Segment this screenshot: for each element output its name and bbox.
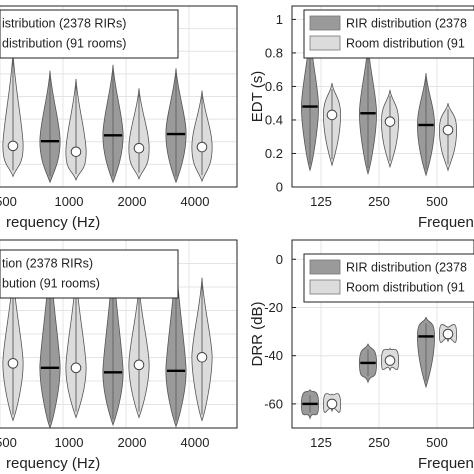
y-axis-label: EDT (s) [249, 71, 266, 122]
legend-swatch-room [309, 35, 341, 51]
x-axis-label: requency (Hz) [6, 455, 100, 472]
legend: tion (2378 RIRs) bution (91 rooms) [0, 249, 179, 299]
median-marker [7, 358, 19, 369]
plot-frame [0, 5, 238, 188]
panel-top-right: 0 0.2 0.4 0.6 0.8 1 125 250 500 Frequen EDT (s) RIR… [249, 5, 474, 231]
y-tick-label: -20 [264, 300, 283, 315]
median-marker [7, 140, 19, 152]
x-tick-label: 500 [426, 435, 448, 450]
y-tick-label: 0.8 [265, 45, 283, 60]
x-axis-label: Frequen [418, 214, 474, 231]
y-axis-label: DRR (dB) [249, 301, 266, 366]
median-marker [442, 124, 454, 136]
x-tick-label: 500 [0, 435, 17, 450]
median-marker [384, 116, 396, 127]
x-tick-label: 125 [310, 194, 332, 209]
legend-swatch-room [309, 279, 341, 295]
y-tick-label: 0.2 [265, 146, 283, 161]
plot-frame [291, 239, 474, 429]
x-tick-label: 2000 [118, 435, 147, 450]
median-marker [70, 362, 82, 374]
y-tick-label: -60 [264, 396, 283, 411]
x-tick-label: 1000 [55, 194, 84, 209]
plot-frame [291, 5, 474, 188]
legend-label: Room distribution (91 [346, 37, 465, 51]
plot-frame [0, 239, 238, 429]
legend: RIR distribution (2378 Room distribution … [303, 253, 474, 303]
legend-box [0, 9, 179, 59]
legend-label: bution (91 rooms) [2, 277, 100, 291]
median-marker [196, 141, 208, 153]
median-marker [133, 359, 145, 371]
x-tick-label: 250 [368, 435, 390, 450]
x-tick-label: 4000 [181, 194, 210, 209]
legend: RIR distribution (2378 Room distribution … [303, 9, 474, 59]
legend-box [0, 249, 179, 299]
median-marker [326, 398, 338, 410]
x-tick-label: 500 [426, 194, 448, 209]
median-marker [326, 109, 338, 121]
median-marker [196, 352, 208, 363]
median-marker [133, 142, 145, 154]
median-marker [70, 146, 82, 158]
legend-swatch-rir [309, 259, 341, 275]
legend-label: distribution (91 rooms) [2, 37, 126, 51]
y-tick-label: 0 [276, 252, 283, 267]
legend-label: tion (2378 RIRs) [2, 257, 93, 271]
legend: istribution (2378 RIRs) distribution (91 … [0, 9, 179, 59]
panel-bottom-right: -60 -40 -20 0 125 250 500 Frequen DRR (dB) RIR di… [249, 239, 474, 472]
median-marker [442, 328, 454, 340]
x-tick-label: 2000 [118, 194, 147, 209]
y-tick-label: -40 [264, 348, 283, 363]
x-axis-label: requency (Hz) [6, 214, 100, 231]
y-tick-label: 0.6 [265, 79, 283, 94]
legend-label: istribution (2378 RIRs) [2, 17, 126, 31]
legend-swatch-rir [309, 15, 341, 31]
x-tick-label: 500 [0, 194, 17, 209]
y-tick-label: 0 [276, 180, 283, 195]
panel-top-left: 500 1000 2000 4000 requency (Hz) istribution … [0, 5, 238, 231]
panel-bottom-left: 500 1000 2000 4000 requency (Hz) tion (2378 R… [0, 239, 238, 472]
x-tick-label: 125 [310, 435, 332, 450]
legend-label: RIR distribution (2378 [346, 261, 467, 275]
x-tick-label: 4000 [181, 435, 210, 450]
legend-label: RIR distribution (2378 [346, 17, 467, 31]
x-tick-label: 250 [368, 194, 390, 209]
legend-label: Room distribution (91 [346, 281, 465, 295]
x-tick-label: 1000 [55, 435, 84, 450]
x-axis-label: Frequen [418, 455, 474, 472]
median-marker [384, 355, 396, 366]
y-tick-label: 1 [276, 12, 283, 27]
y-tick-label: 0.4 [265, 112, 283, 127]
